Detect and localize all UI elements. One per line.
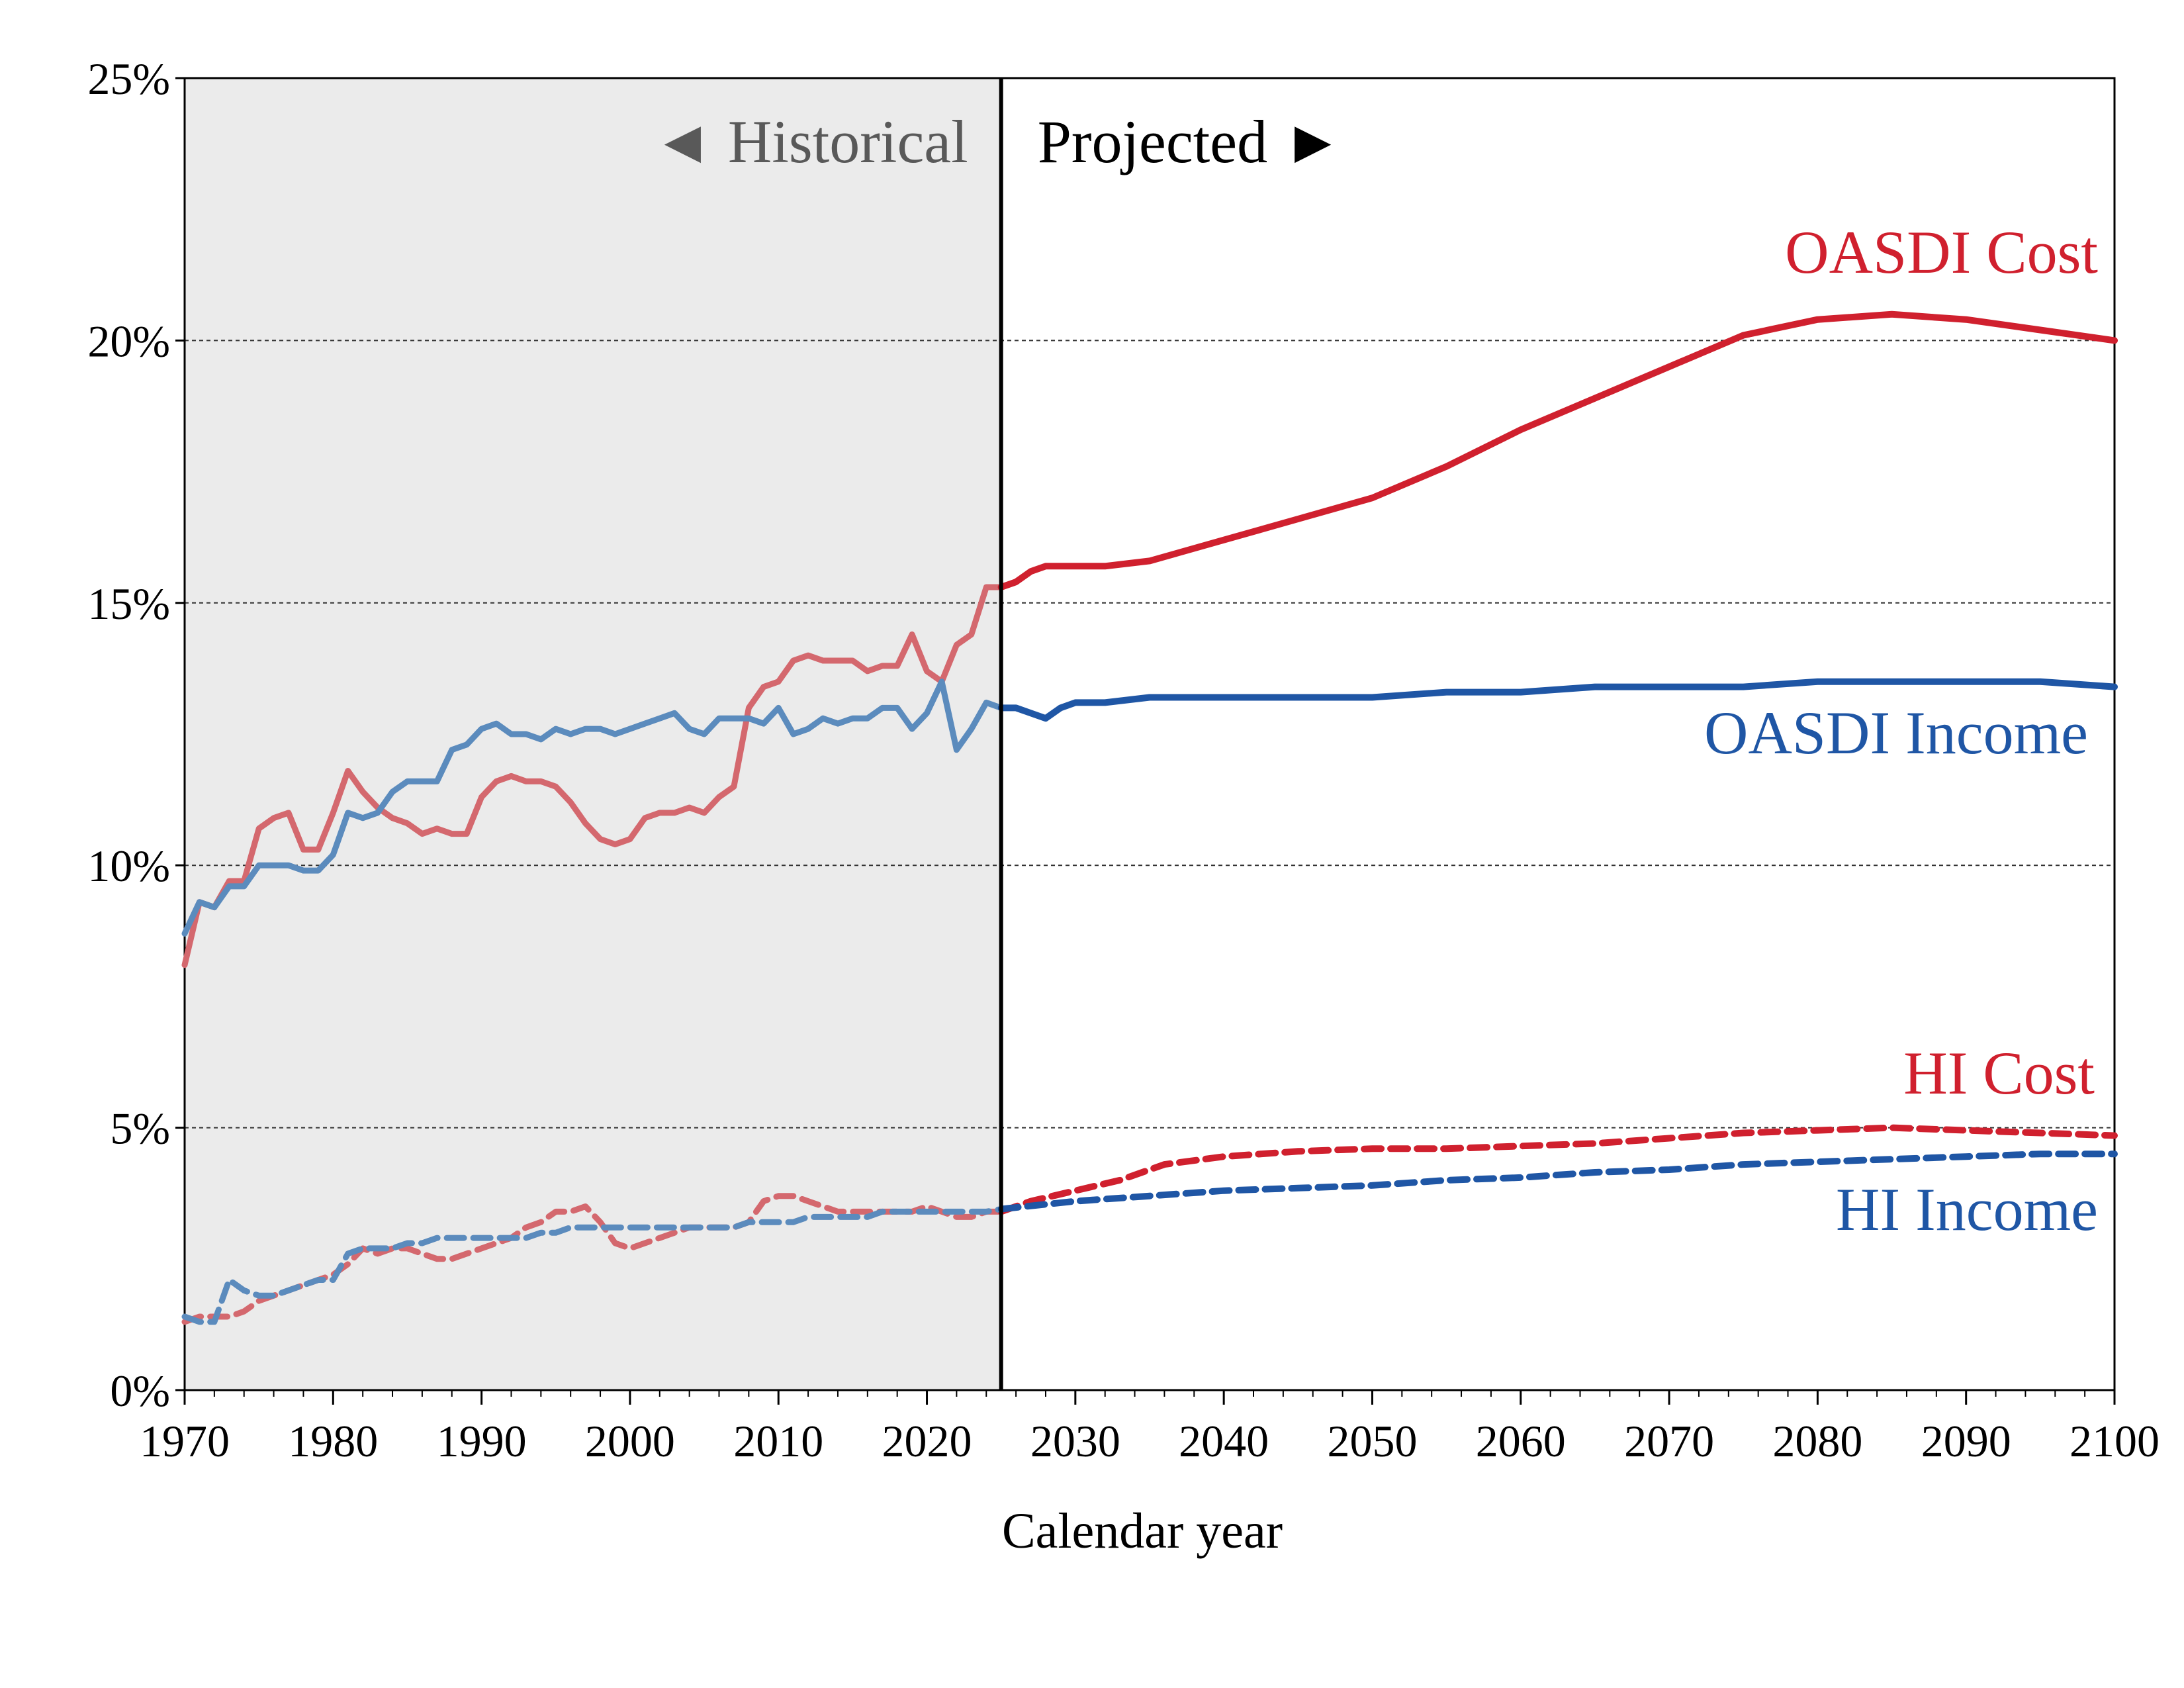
y-tick-label: 10%: [87, 841, 170, 891]
series-layer: [181, 310, 2118, 1325]
hi-cost-projected-line: [997, 1124, 2118, 1215]
x-tick-label: 1980: [288, 1416, 378, 1466]
projected-label: Projected ►: [1038, 108, 1343, 175]
hi-cost-label: HI Cost: [1903, 1039, 2095, 1107]
oasdi-cost-label: OASDI Cost: [1785, 218, 2098, 286]
x-tick-label: 2010: [733, 1416, 823, 1466]
x-tick-label: 2000: [585, 1416, 675, 1466]
x-axis-title: Calendar year: [1002, 1503, 1283, 1559]
x-tick-label: 2050: [1327, 1416, 1417, 1466]
y-tick-label: 25%: [87, 54, 170, 104]
hi-income-historical-line: [181, 1206, 1005, 1325]
plot-frame: [183, 77, 2116, 1391]
x-tick-label: 1970: [140, 1416, 230, 1466]
oasdi-income-label: OASDI Income: [1704, 699, 2088, 767]
x-tick-label: 2100: [2070, 1416, 2160, 1466]
x-tick-label: 2090: [1921, 1416, 2011, 1466]
oasdi-income-projected-line: [997, 678, 2118, 722]
oasdi-income-historical-line: [181, 679, 1005, 937]
x-tick-label: 2070: [1624, 1416, 1714, 1466]
y-tick-label: 5%: [110, 1103, 170, 1154]
historical-label: ◄ Historical: [653, 108, 968, 175]
x-tick-label: 2030: [1030, 1416, 1120, 1466]
historical-shading: [185, 78, 1001, 1390]
axes: 0% 5% 10% 15% 20% 25% 1970 1980 1990 2000 2010 2020…: [87, 54, 2160, 1466]
hi-income-label: HI Income: [1836, 1176, 2098, 1243]
y-tick-label: 15%: [87, 579, 170, 629]
x-tick-label: 2080: [1772, 1416, 1862, 1466]
oasdi-cost-historical-line: [181, 584, 1005, 968]
x-tick-label: 2020: [882, 1416, 972, 1466]
x-tick-label: 1990: [437, 1416, 527, 1466]
gridlines: [185, 340, 2115, 1129]
hi-income-projected-line: [997, 1150, 2118, 1213]
y-tick-label: 20%: [87, 316, 170, 366]
oasdi-cost-projected-line: [997, 310, 2118, 590]
x-tick-label: 2040: [1179, 1416, 1269, 1466]
y-tick-label: 0%: [110, 1366, 170, 1416]
x-tick-label: 2060: [1476, 1416, 1566, 1466]
